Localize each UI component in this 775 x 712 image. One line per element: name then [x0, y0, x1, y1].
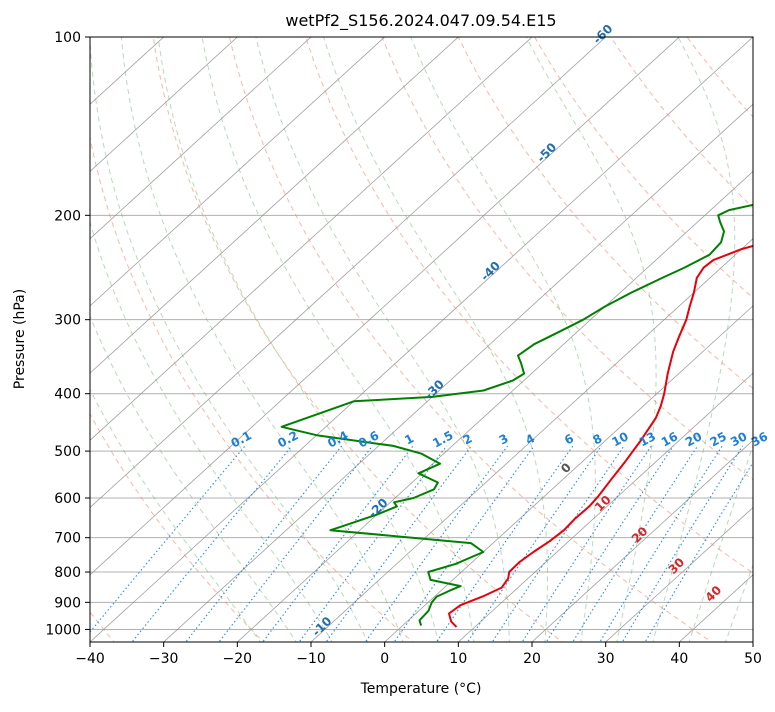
moist-adiabat: [37, 37, 298, 644]
dry-adiabat: [76, 24, 416, 645]
isotherm-line: [52, 10, 775, 676]
isotherm-line: [0, 10, 267, 676]
mixing-ratio-line: [521, 446, 652, 645]
mixing-ratio-label: 1: [402, 431, 416, 447]
moist-adiabat: [324, 37, 548, 644]
x-tick-label: 40: [670, 651, 688, 667]
diagonal-value-label: 40: [703, 583, 725, 605]
x-tick-label: 30: [597, 651, 615, 667]
isotherm-label: -10: [309, 614, 334, 639]
x-tick-label: 20: [523, 651, 541, 667]
isotherm-label: -50: [534, 140, 559, 165]
x-axis: −40 −30 −20 −10 0 10 20 30 40 50: [75, 642, 762, 667]
dry-adiabat: [302, 24, 775, 645]
isotherm-label: -40: [478, 259, 503, 284]
x-tick-label: −10: [296, 651, 326, 667]
mixing-ratio-line: [435, 446, 573, 645]
x-tick-label: −40: [75, 651, 105, 667]
mixing-ratio-label: 6: [562, 431, 576, 447]
diagonal-value-label: 0: [558, 460, 574, 476]
mixing-ratio-line: [80, 446, 245, 645]
isotherm-line: [642, 10, 775, 676]
moist-adiabat: [158, 37, 439, 644]
dry-adiabat: [753, 24, 775, 645]
mixing-ratio-label: 0.1: [229, 428, 254, 450]
moist-adiabat: [725, 37, 775, 644]
x-axis-label: Temperature (°C): [360, 681, 482, 697]
dry-adiabat: [602, 24, 775, 645]
x-tick-label: −30: [149, 651, 179, 667]
mixing-ratio-line: [364, 446, 508, 645]
isotherm-line: [0, 10, 635, 676]
mixing-ratio-label: 0.4: [325, 428, 350, 450]
background-lines: [0, 10, 775, 676]
y-tick-label: 900: [54, 595, 81, 611]
y-tick-label: 700: [54, 531, 81, 547]
x-tick-label: −20: [223, 651, 253, 667]
chart-title: wetPf2_S156.2024.047.09.54.E15: [285, 11, 556, 31]
mixing-ratio-label: 20: [683, 429, 704, 449]
mixing-ratio-label: 4: [523, 431, 537, 447]
dry-adiabat: [227, 24, 716, 645]
x-tick-label: 50: [744, 651, 762, 667]
moist-adiabat: [62, 37, 334, 644]
y-axis-label: Pressure (hPa): [12, 289, 28, 389]
isotherm-line: [715, 10, 775, 676]
y-axis: 1000 900 800 700 600 500 400 300 200 100: [45, 30, 90, 638]
mixing-ratio-label: 2: [461, 431, 475, 447]
mixing-ratio-line: [393, 446, 535, 645]
mixing-ratio-line: [644, 446, 764, 645]
mixing-ratio-line: [491, 446, 624, 645]
y-tick-label: 200: [54, 208, 81, 224]
isotherm-label: -60: [590, 22, 615, 47]
y-tick-label: 500: [54, 444, 81, 460]
moist-adiabat: [526, 37, 656, 644]
diagonal-value-label: 10: [592, 493, 614, 515]
moist-adiabat: [202, 37, 474, 644]
mixing-ratio-label: 25: [708, 429, 729, 449]
isotherm-line: [421, 10, 775, 676]
mixing-ratio-line: [261, 446, 413, 645]
dry-adiabat: [377, 24, 775, 645]
mixing-ratio-label: 8: [591, 431, 605, 447]
mixing-ratio-label: 3: [497, 431, 511, 447]
y-tick-label: 800: [54, 565, 81, 581]
mixing-ratio-label: 16: [659, 429, 680, 449]
diagonal-value-label: 20: [629, 524, 651, 546]
isotherm-line: [0, 10, 562, 676]
mixing-ratio-label: 13: [637, 429, 658, 449]
mixing-ratio-label: 0.2: [275, 428, 300, 450]
moist-adiabat: [652, 37, 735, 644]
isotherm-label: -30: [422, 377, 447, 402]
isotherm-line: [347, 10, 775, 676]
moist-adiabat: [256, 37, 510, 644]
y-tick-label: 1000: [45, 622, 81, 638]
mixing-ratio-label: 36: [749, 429, 770, 449]
isotherm-line: [0, 10, 193, 676]
moist-adiabat: [121, 37, 404, 644]
isotherm-line: [0, 10, 709, 676]
y-tick-label: 400: [54, 387, 81, 403]
diagonal-value-label: 30: [666, 555, 688, 577]
y-tick-label: 300: [54, 313, 81, 329]
x-tick-label: 0: [380, 651, 389, 667]
mixing-ratio-line: [184, 446, 342, 645]
moist-adiabat: [90, 37, 369, 644]
y-tick-label: 100: [54, 30, 81, 46]
isotherm-line: [200, 10, 775, 676]
moist-adiabat: [688, 37, 775, 644]
dry-adiabat: [678, 24, 775, 645]
mixing-ratio-label: 10: [609, 429, 630, 449]
mixing-ratio-label: 1.5: [430, 428, 455, 450]
dry-adiabat: [527, 24, 775, 645]
y-tick-label: 600: [54, 491, 81, 507]
x-tick-label: 10: [449, 651, 467, 667]
